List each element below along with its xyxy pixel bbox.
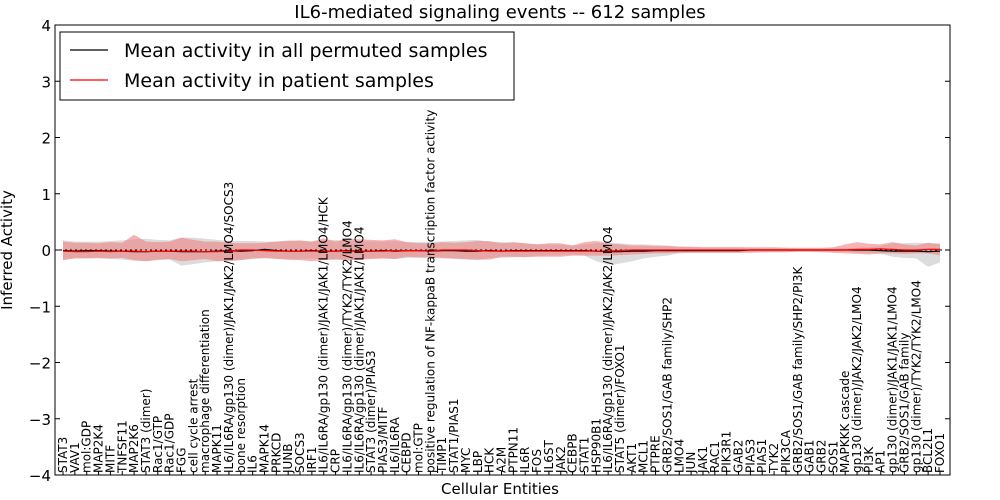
x-tick-label: macrophage differentiation <box>198 309 212 473</box>
x-tick-label: SOS1 <box>826 441 840 473</box>
x-tick-label: positive regulation of NF-kappaB transcr… <box>423 110 437 473</box>
x-tick-label: MAP2K6 <box>127 424 141 473</box>
x-tick-label: JAK2 <box>554 446 568 474</box>
x-axis: STAT3VAV1mol:GDPMAP2K4MITFTNFSF11MAP2K6S… <box>56 110 947 475</box>
x-tick-label: PIAS1 <box>755 439 769 473</box>
y-tick-label: −2 <box>29 355 51 373</box>
x-tick-label: CRP <box>329 449 343 473</box>
x-tick-label: PIAS3/MITF <box>376 406 390 473</box>
x-tick-label: TYK2 <box>767 443 781 474</box>
x-tick-label: CEBPB <box>566 433 580 473</box>
x-tick-label: AKT1 <box>625 443 639 473</box>
x-tick-label: GRB2/SOS1/GAB family/SHP2 <box>660 297 674 473</box>
x-tick-label: IL6/IL6RA/gp130 (dimer)/JAK1/JAK1/LMO4/H… <box>317 196 331 473</box>
x-tick-label: TNFSF11 <box>115 420 129 474</box>
y-tick-label: 0 <box>41 242 51 260</box>
legend-label-patient: Mean activity in patient samples <box>124 70 434 92</box>
x-tick-label: A2M <box>495 447 509 473</box>
x-tick-label: bone resorption <box>234 378 248 473</box>
x-tick-label: PIK3CA <box>779 429 793 473</box>
x-tick-label: mol:GTP <box>412 423 426 473</box>
x-tick-label: STAT3 (dimer)/PIAS3 <box>364 350 378 473</box>
legend-label-permuted: Mean activity in all permuted samples <box>124 40 487 62</box>
x-tick-label: Rac1/GTP <box>151 416 165 473</box>
x-tick-label: PIAS3 <box>743 439 757 473</box>
legend-frame <box>59 31 515 101</box>
y-tick-label: −4 <box>29 467 51 485</box>
x-tick-label: FGG <box>175 448 189 474</box>
x-tick-label: MAPK11 <box>210 424 224 473</box>
x-tick-label: gp130 (dimer)/JAK1/JAK1/LMO4 <box>886 286 900 473</box>
x-tick-label: LBP <box>471 451 485 473</box>
x-tick-label: IL6/IL6RA/gp130 (dimer)/JAK2/JAK2/LMO4 <box>601 227 615 473</box>
x-tick-label: JAK1 <box>696 446 710 474</box>
x-tick-label: IL6/IL6RA <box>388 416 402 473</box>
x-tick-label: BCL2L1 <box>921 428 935 473</box>
x-tick-label: PIK3R1 <box>720 431 734 473</box>
x-tick-label: PTPRE <box>649 435 663 473</box>
x-tick-label: GAB2 <box>732 440 746 473</box>
x-tick-label: IL6R <box>518 447 532 473</box>
x-tick-label: IL6 <box>246 455 260 473</box>
series-line-patient <box>62 248 940 253</box>
y-tick-label: −3 <box>29 411 51 429</box>
y-axis: −4 −3 −2 −1 0 1 2 3 4 <box>29 17 950 485</box>
x-tick-label: SOCS3 <box>293 432 307 473</box>
x-tick-label: MYC <box>459 448 473 473</box>
x-tick-label: GRB2/SOS1/GAB family <box>897 333 911 474</box>
x-tick-label: VAV1 <box>68 442 82 473</box>
x-tick-label: JUN <box>684 452 698 474</box>
x-tick-label: STAT3 (dimer) <box>139 389 153 473</box>
legend: Mean activity in all permuted samples Me… <box>59 31 515 101</box>
x-tick-label: STAT1 <box>578 437 592 473</box>
x-tick-label: JUNB <box>281 443 295 474</box>
x-tick-label: gp130 (dimer)/JAK2/JAK2/LMO4 <box>850 286 864 473</box>
x-tick-label: IL6/IL6RA/gp130 (dimer)/JAK1/JAK2/LMO4/S… <box>222 182 236 473</box>
x-tick-label: IRF1 <box>305 447 319 473</box>
x-tick-label: MAPK14 <box>258 424 272 473</box>
x-tick-label: MAPKKK cascade <box>838 371 852 473</box>
y-axis-label: Inferred Activity <box>0 190 16 310</box>
x-tick-label: MCL1 <box>637 440 651 473</box>
line-layer <box>62 248 941 253</box>
y-tick-label: 3 <box>41 73 51 91</box>
band-patient <box>63 234 940 262</box>
x-tick-label: FOXO1 <box>933 433 947 473</box>
x-tick-label: AP1 <box>874 450 888 473</box>
x-tick-label: CEBPD <box>400 432 414 473</box>
x-tick-label: PRKCD <box>269 433 283 473</box>
x-tick-label: PTPN11 <box>506 427 520 473</box>
x-tick-label: TIMP1 <box>435 437 449 474</box>
y-tick-label: 2 <box>41 130 51 148</box>
x-tick-label: RAC1 <box>708 441 722 473</box>
x-tick-label: GRB2/SOS1/GAB family/SHP2/PI3K <box>791 265 805 473</box>
y-tick-label: 4 <box>41 17 51 35</box>
x-tick-label: cell cycle arrest <box>186 378 200 473</box>
x-tick-label: IL6/IL6RA/gp130 (dimer)/TYK2/TYK2/LMO4 <box>340 220 354 473</box>
x-tick-label: HSP90B1 <box>589 418 603 473</box>
x-tick-label: PI3K <box>862 446 876 473</box>
x-tick-label: STAT1/PIAS1 <box>447 398 461 473</box>
x-tick-label: MAP2K4 <box>92 424 106 473</box>
x-tick-label: FOS <box>530 449 544 473</box>
x-tick-label: STAT5 (dimer)/FOXO1 <box>613 344 627 473</box>
x-tick-label: GAB1 <box>803 440 817 473</box>
x-tick-label: Rac1/GDP <box>163 414 177 473</box>
x-tick-label: LMO4 <box>672 439 686 473</box>
x-tick-label: IL6/IL6RA/gp130 (dimer)/JAK1/JAK1/LMO4 <box>352 227 366 473</box>
x-tick-label: GRB2 <box>815 439 829 473</box>
x-tick-label: MITF <box>103 445 117 473</box>
x-tick-label: mol:GDP <box>80 421 94 473</box>
x-tick-label: IL6ST <box>542 440 556 473</box>
x-tick-label: gp130 (dimer)/TYK2/TYK2/LMO4 <box>909 280 923 473</box>
x-tick-label: STAT3 <box>56 437 70 473</box>
y-tick-label: −1 <box>29 298 51 316</box>
x-axis-label: Cellular Entities <box>441 480 559 498</box>
chart-title: IL6-mediated signaling events -- 612 sam… <box>294 2 705 23</box>
x-tick-label: HCK <box>483 447 497 473</box>
y-tick-label: 1 <box>41 186 51 204</box>
